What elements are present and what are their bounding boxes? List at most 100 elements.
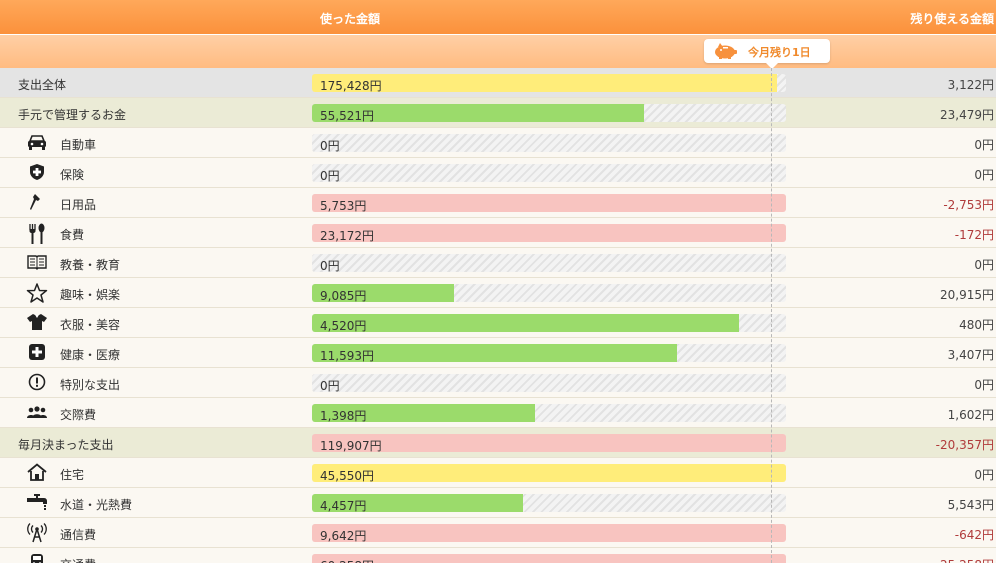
row-label: 交通費 [60,556,96,563]
progress-bar: 5,753円 [312,194,786,213]
category-row[interactable]: 食費 23,172円 -172円 [0,218,996,248]
row-label: 教養・教育 [60,258,121,272]
progress-bar: 60,258円 [312,554,786,563]
category-row[interactable]: 日用品 5,753円 -2,753円 [0,188,996,218]
book-icon [26,253,48,271]
row-label: 手元で管理するお金 [18,108,127,122]
total-row: 支出全体 175,428円 3,122円 [0,68,996,98]
row-label: 健康・医療 [60,348,121,362]
used-amount: 4,457円 [320,499,367,513]
used-amount: 0円 [320,169,340,183]
group-row: 毎月決まった支出 119,907円 -20,357円 [0,428,996,458]
remaining-amount: 5,543円 [947,498,994,512]
star-icon [26,283,48,303]
row-label: 毎月決まった支出 [18,438,114,452]
used-amount: 175,428円 [320,79,382,93]
remaining-amount-header: 残り使える金額 [910,12,994,26]
used-amount: 4,520円 [320,319,367,333]
used-amount: 119,907円 [320,439,382,453]
progress-bar-fill [312,494,523,512]
shield-icon [26,163,48,181]
category-row[interactable]: 交通費 60,258円 -25,258円 [0,548,996,563]
remaining-amount: 23,479円 [940,108,994,122]
today-line [771,68,772,563]
remaining-amount: 0円 [974,378,994,392]
used-amount: 9,085円 [320,289,367,303]
progress-bar: 4,520円 [312,314,786,333]
progress-bar-fill [312,74,777,92]
progress-bar-fill [312,554,786,563]
progress-bar-fill [312,284,455,302]
remaining-amount: 0円 [974,138,994,152]
table-header: 使った金額 残り使える金額 [0,0,996,34]
today-marker: 今月残り1日 [704,39,830,69]
progress-bar-fill [312,104,644,122]
remaining-amount: -172円 [954,228,994,242]
faucet-icon [26,493,48,511]
remaining-amount: -2,753円 [943,198,994,212]
daily-goods-icon [26,193,48,211]
progress-bar: 0円 [312,254,786,273]
progress-bar: 55,521円 [312,104,786,123]
category-row[interactable]: 健康・医療 11,593円 3,407円 [0,338,996,368]
used-amount: 0円 [320,139,340,153]
people-icon [26,403,48,421]
category-row[interactable]: 交際費 1,398円 1,602円 [0,398,996,428]
category-row[interactable]: 保険 0円 0円 [0,158,996,188]
row-label: 衣服・美容 [60,318,121,332]
remaining-amount: 0円 [974,258,994,272]
row-label: 保険 [60,168,85,182]
remaining-amount: 1,602円 [947,408,994,422]
row-label: 水道・光熱費 [60,498,133,512]
category-row[interactable]: 特別な支出 0円 0円 [0,368,996,398]
progress-bar-fill [312,404,535,422]
fork-spoon-icon [26,223,48,244]
used-amount: 5,753円 [320,199,367,213]
category-row[interactable]: 教養・教育 0円 0円 [0,248,996,278]
remaining-amount: -25,258円 [936,556,994,563]
progress-bar: 0円 [312,374,786,393]
row-label: 住宅 [60,468,85,482]
remaining-amount: -642円 [954,528,994,542]
row-label: 交際費 [60,408,97,422]
progress-bar-fill [312,524,786,542]
progress-bar: 0円 [312,134,786,153]
progress-bar: 175,428円 [312,74,786,93]
used-amount: 23,172円 [320,229,374,243]
used-amount: 55,521円 [320,109,374,123]
remaining-amount: 3,407円 [947,348,994,362]
progress-bar-fill [312,314,739,332]
category-row[interactable]: 水道・光熱費 4,457円 5,543円 [0,488,996,518]
row-label: 日用品 [60,198,97,212]
row-label: 食費 [60,228,85,242]
row-label: 特別な支出 [60,378,121,392]
remaining-amount: 480円 [959,318,994,332]
used-amount: 45,550円 [320,469,374,483]
remaining-amount: -20,357円 [935,438,994,452]
category-row[interactable]: 趣味・娯楽 9,085円 20,915円 [0,278,996,308]
progress-subheader [0,34,996,69]
category-row[interactable]: 通信費 9,642円 -642円 [0,518,996,548]
remaining-amount: 20,915円 [940,288,994,302]
days-left-label: 今月残り1日 [748,46,811,59]
category-row[interactable]: 住宅 45,550円 0円 [0,458,996,488]
row-label: 趣味・娯楽 [60,288,121,302]
used-amount: 0円 [320,379,340,393]
group-row: 手元で管理するお金 55,521円 23,479円 [0,98,996,128]
used-amount: 9,642円 [320,529,367,543]
progress-bar-fill [312,194,786,212]
progress-bar: 0円 [312,164,786,183]
medical-cross-icon [26,343,48,361]
remaining-amount: 0円 [974,468,994,482]
row-label: 支出全体 [18,78,67,92]
shirt-icon [26,313,48,331]
train-icon [26,553,48,563]
category-row[interactable]: 自動車 0円 0円 [0,128,996,158]
remaining-amount: 3,122円 [947,78,994,92]
piggy-bank-icon [712,43,738,59]
category-row[interactable]: 衣服・美容 4,520円 480円 [0,308,996,338]
used-amount: 1,398円 [320,409,367,423]
progress-bar-fill [312,434,786,452]
exclamation-icon [26,373,48,391]
